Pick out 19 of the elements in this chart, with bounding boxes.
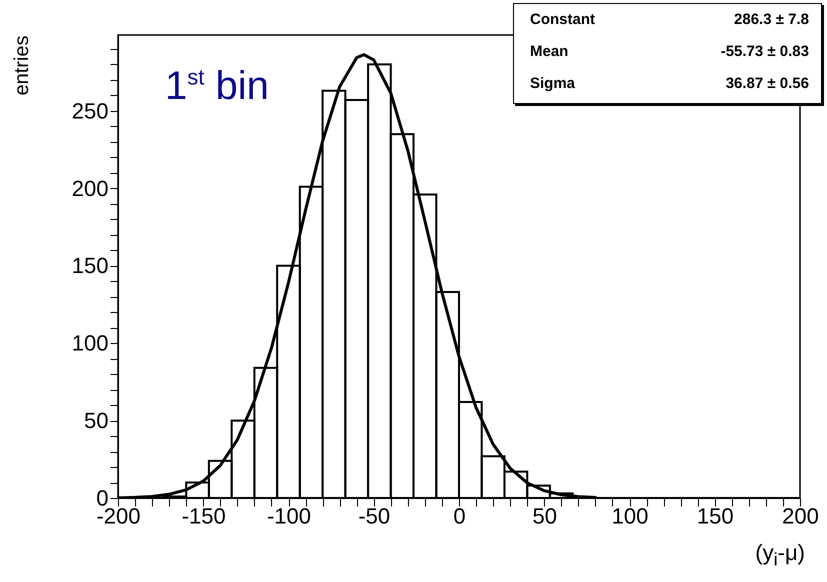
y-tick-label: 250	[72, 98, 108, 124]
x-tick-label: -50	[358, 504, 390, 528]
x-tick-label: -100	[266, 504, 312, 528]
y-tick-label: 200	[72, 176, 108, 201]
y-tick-label: 150	[72, 253, 108, 278]
y-tick-label: 100	[72, 330, 108, 356]
x-tick-label: 100	[612, 504, 648, 528]
x-tick-label: 0	[453, 504, 466, 528]
x-tick-label: 200	[782, 504, 819, 528]
x-tick-label: -150	[182, 504, 226, 528]
x-tick-label: 150	[696, 504, 734, 528]
y-axis-title: entries	[10, 36, 33, 96]
text: Constant 286.3 ± 7.8	[530, 11, 809, 28]
text: 1$^{st}$ bin	[165, 64, 269, 109]
y-tick-label: 50	[84, 408, 108, 434]
x-tick-label: 50	[532, 504, 557, 528]
text: Sigma 36.87 ± 0.56	[530, 75, 809, 92]
text: Mean -55.73 ± 0.83	[530, 43, 809, 60]
x-axis-title: (y$_{i}$-μ)	[755, 540, 805, 570]
